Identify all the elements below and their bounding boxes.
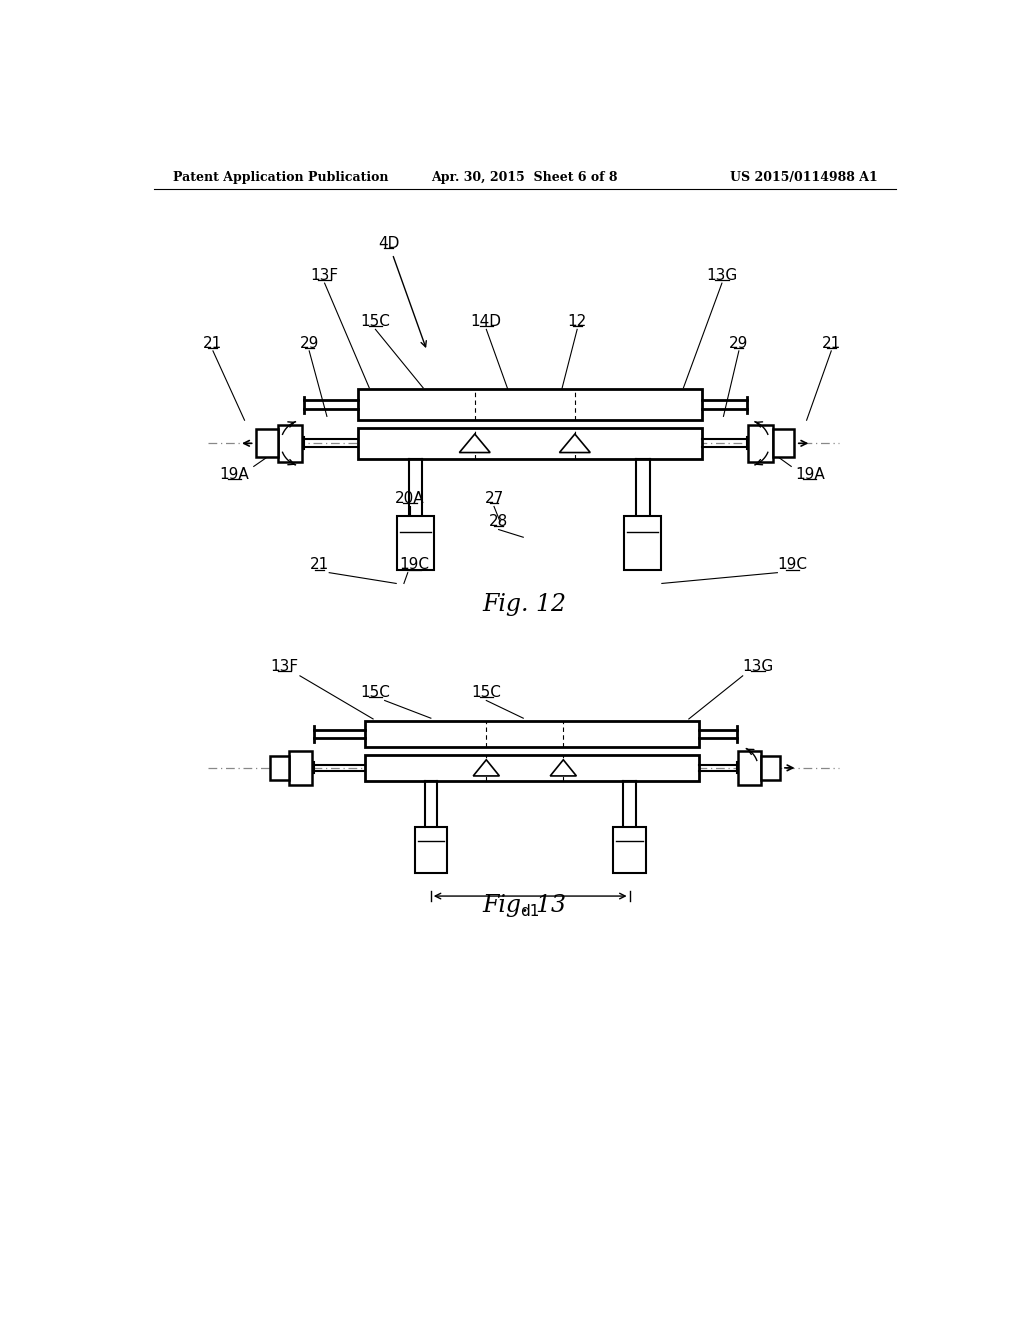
Text: Apr. 30, 2015  Sheet 6 of 8: Apr. 30, 2015 Sheet 6 of 8	[431, 172, 618, 185]
Text: 14D: 14D	[471, 314, 502, 329]
Bar	[749, 425, 773, 462]
Bar	[625, 516, 662, 570]
Text: 13F: 13F	[310, 268, 339, 282]
Polygon shape	[460, 434, 490, 453]
Text: 27: 27	[484, 491, 504, 507]
Text: d1: d1	[520, 904, 540, 919]
Bar	[357, 428, 701, 459]
Text: US 2015/0114988 A1: US 2015/0114988 A1	[730, 172, 878, 185]
Bar	[278, 425, 302, 462]
Text: 15C: 15C	[471, 685, 501, 700]
Text: 15C: 15C	[360, 685, 390, 700]
Text: 21: 21	[204, 335, 222, 351]
Bar	[738, 751, 761, 785]
Bar	[366, 721, 698, 747]
Text: 13G: 13G	[742, 659, 774, 675]
Polygon shape	[550, 760, 577, 776]
Text: 4D: 4D	[378, 235, 399, 251]
Text: Fig. 12: Fig. 12	[482, 594, 567, 616]
Polygon shape	[559, 434, 590, 453]
Bar	[397, 516, 434, 570]
Text: 19A: 19A	[795, 466, 824, 482]
Text: 19C: 19C	[399, 557, 429, 573]
Text: 13F: 13F	[270, 659, 299, 675]
Text: 19C: 19C	[778, 557, 808, 573]
Text: 21: 21	[309, 557, 329, 573]
Text: 28: 28	[489, 515, 508, 529]
Text: 15C: 15C	[360, 314, 390, 329]
Bar	[415, 826, 447, 873]
Bar	[256, 429, 278, 457]
Text: 19A: 19A	[219, 466, 250, 482]
Text: Fig. 13: Fig. 13	[482, 894, 567, 917]
Text: 21: 21	[821, 335, 841, 351]
Bar	[773, 429, 795, 457]
Bar	[761, 755, 780, 780]
Text: 29: 29	[299, 335, 318, 351]
Polygon shape	[473, 760, 500, 776]
Text: 13G: 13G	[707, 268, 737, 282]
Text: 29: 29	[729, 335, 749, 351]
Bar	[613, 826, 646, 873]
Bar	[366, 755, 698, 780]
Bar	[270, 755, 289, 780]
Text: 12: 12	[567, 314, 587, 329]
Bar	[357, 389, 701, 420]
Text: Patent Application Publication: Patent Application Publication	[173, 172, 388, 185]
Bar	[289, 751, 312, 785]
Text: 20A: 20A	[395, 491, 425, 507]
